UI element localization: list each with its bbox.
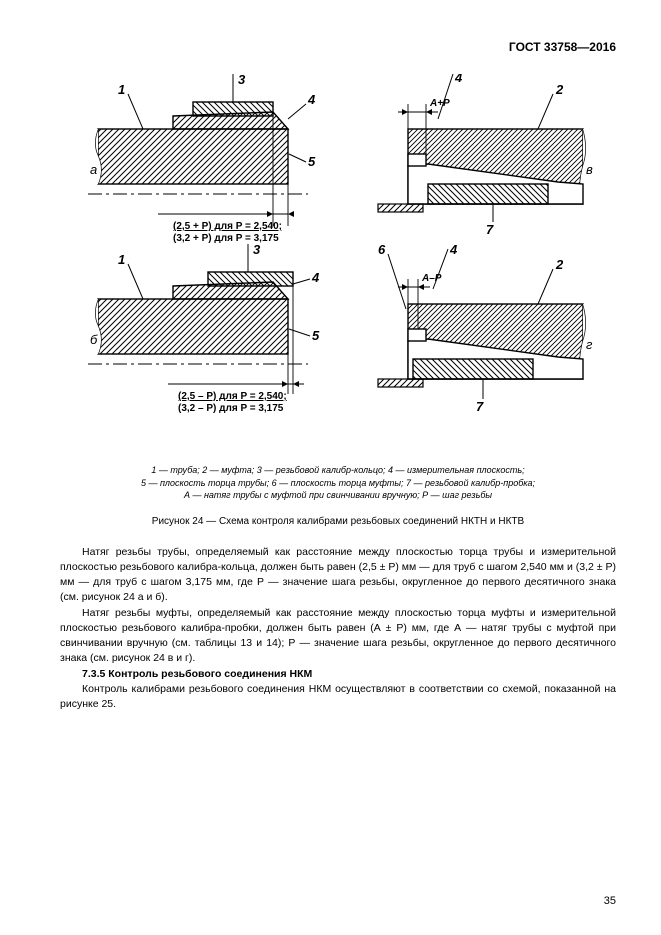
body-text: Натяг резьбы трубы, определяемый как рас…: [60, 545, 616, 712]
formula-bottom: (2,5 – P) для P = 2,540; (3,2 – P) для P…: [178, 391, 287, 414]
label-2g: 2: [555, 257, 564, 272]
legend-line-2: 5 — плоскость торца трубы; 6 — плоскость…: [60, 477, 616, 490]
subfig-a: 3 1 4 5 а: [88, 74, 316, 226]
label-5a: 5: [308, 154, 316, 169]
label-7g: 7: [476, 399, 484, 414]
page-number: 35: [604, 895, 616, 907]
document-header: ГОСТ 33758—2016: [60, 40, 616, 54]
subfig-b: 3 1 4 5 б: [88, 242, 320, 394]
label-g: г: [586, 337, 593, 352]
legend-line-1: 1 — труба; 2 — муфта; 3 — резьбовой кали…: [60, 464, 616, 477]
legend-line-3: А — натяг трубы с муфтой при свинчивании…: [60, 489, 616, 502]
paragraph-4: Контроль калибрами резьбового соединения…: [60, 682, 616, 712]
label-v: в: [586, 162, 593, 177]
label-1a: 1: [118, 82, 125, 97]
figure-svg: 3 1 4 5 а (2: [78, 74, 598, 454]
label-4g: 4: [449, 242, 458, 257]
label-4v: 4: [454, 74, 463, 85]
formula-bot-2: (3,2 – P) для P = 3,175: [178, 403, 284, 414]
section-title: 7.3.5 Контроль резьбового соединения НКМ: [60, 667, 616, 682]
subfig-g: 6 4 2 7 г A–P: [378, 242, 598, 414]
label-3b: 3: [253, 242, 261, 257]
formula-bot-1: (2,5 – P) для P = 2,540;: [178, 391, 287, 402]
label-4a: 4: [307, 92, 316, 107]
formula-top-2: (3,2 + P) для P = 3,175: [173, 233, 279, 244]
figure-legend: 1 — труба; 2 — муфта; 3 — резьбовой кали…: [60, 464, 616, 502]
label-b: б: [90, 332, 98, 347]
label-1b: 1: [118, 252, 125, 267]
ap-minus: A–P: [421, 273, 442, 284]
label-3a: 3: [238, 74, 246, 87]
label-7v: 7: [486, 222, 494, 237]
figure-24: 3 1 4 5 а (2: [60, 74, 616, 527]
paragraph-2: Натяг резьбы муфты, определяемый как рас…: [60, 606, 616, 667]
label-a: а: [90, 162, 97, 177]
subfig-v: 4 2 7 в A+P: [378, 74, 598, 237]
figure-caption: Рисунок 24 — Схема контроля калибрами ре…: [60, 516, 616, 527]
formula-top-1: (2,5 + P) для P = 2,540;: [173, 221, 282, 232]
page: ГОСТ 33758—2016: [0, 0, 661, 935]
formula-top: (2,5 + P) для P = 2,540; (3,2 + P) для P…: [173, 221, 282, 244]
label-6g: 6: [378, 242, 386, 257]
label-2v: 2: [555, 82, 564, 97]
label-4b: 4: [311, 270, 320, 285]
ap-plus: A+P: [429, 98, 450, 109]
paragraph-1: Натяг резьбы трубы, определяемый как рас…: [60, 545, 616, 606]
label-5b: 5: [312, 328, 320, 343]
